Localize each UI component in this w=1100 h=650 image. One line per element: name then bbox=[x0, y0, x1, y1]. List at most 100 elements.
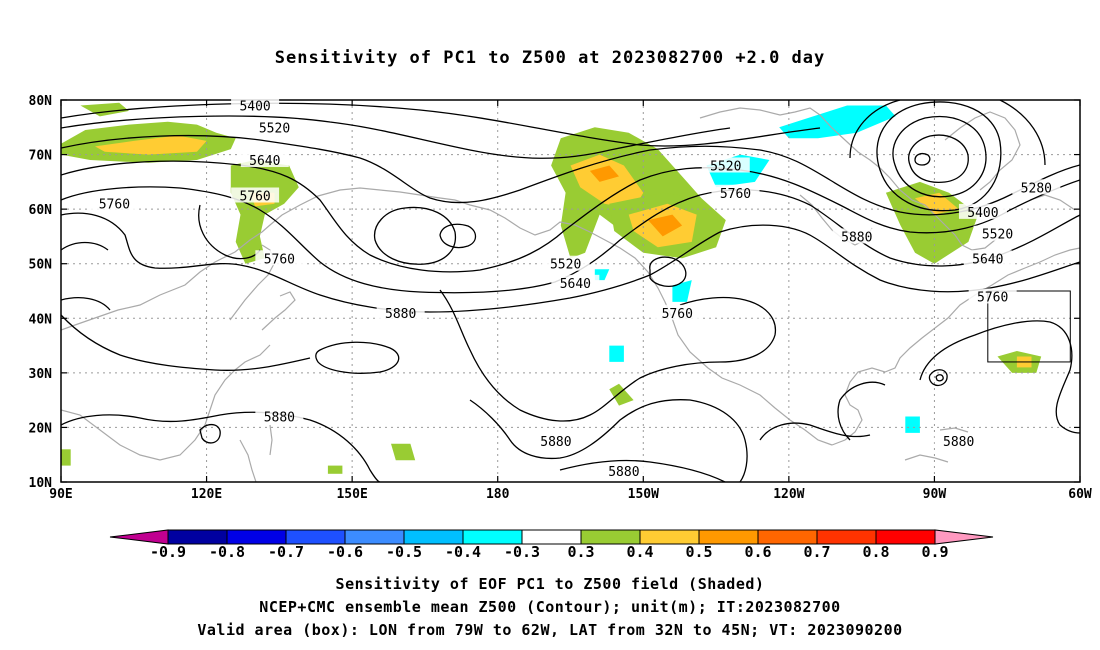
contour-label: 5880 bbox=[540, 435, 571, 450]
contour-label: 5520 bbox=[259, 121, 290, 136]
map-title: Sensitivity of PC1 to Z500 at 2023082700… bbox=[274, 48, 826, 68]
colorbar-label: -0.9 bbox=[150, 543, 186, 561]
contour-label-bg bbox=[973, 225, 1022, 241]
colorbar-swatch bbox=[816, 529, 877, 545]
colorbar-label: 0.7 bbox=[803, 543, 830, 561]
contour-label: 5760 bbox=[720, 187, 751, 202]
colorbar-swatch bbox=[226, 529, 287, 545]
colorbar-swatch bbox=[462, 529, 523, 545]
colorbar-swatch bbox=[757, 529, 818, 545]
contour-label-bg bbox=[240, 152, 289, 168]
contour-label-bg bbox=[231, 187, 280, 203]
contour-label: 5760 bbox=[239, 190, 270, 205]
lat-tick-label: 80N bbox=[29, 94, 53, 109]
contour-label-bg bbox=[711, 184, 760, 200]
contour-label-layer: 5400 5520 5640 5760 5760 5760 5520 5640 5520 5760… bbox=[90, 97, 1061, 480]
colorbar-swatch bbox=[285, 529, 346, 545]
colorbar-swatch bbox=[521, 529, 582, 545]
contour-label-bg bbox=[963, 250, 1012, 266]
colorbar-swatch bbox=[639, 529, 700, 545]
contour-label-bg bbox=[832, 228, 881, 244]
contour-label-bg bbox=[376, 304, 425, 320]
contour-label-bg bbox=[653, 304, 702, 320]
colorbar-label: 0.8 bbox=[862, 543, 889, 561]
contour-label: 5400 bbox=[239, 99, 270, 114]
colorbar-label: -0.4 bbox=[445, 543, 481, 561]
colorbar-label: -0.8 bbox=[209, 543, 245, 561]
valid-area-box bbox=[987, 290, 1071, 363]
contour-label-bg bbox=[968, 288, 1017, 304]
colorbar-swatch bbox=[344, 529, 405, 545]
shade-pos-siberia-north bbox=[80, 102, 129, 117]
colorbar-label: 0.3 bbox=[567, 543, 594, 561]
contour-label-bg bbox=[599, 463, 648, 479]
shade-pos-west-edge bbox=[61, 449, 71, 466]
colorbar-label: -0.7 bbox=[268, 543, 304, 561]
colorbar: -0.9 -0.8 -0.7 -0.6 -0.5 -0.4 -0.3 0.3 0.4 0.5 0.6… bbox=[109, 529, 994, 561]
lon-tick-label: 120W bbox=[773, 487, 804, 502]
lon-tick-label: 90W bbox=[923, 487, 947, 502]
shade-pos-japan-south2 bbox=[327, 465, 343, 474]
contour-label-bg bbox=[1012, 179, 1061, 195]
contour-label: 5640 bbox=[560, 277, 591, 292]
z500-contours bbox=[61, 100, 1080, 482]
lon-tick-label: 180 bbox=[486, 487, 510, 502]
shade-pos-okhotsk bbox=[230, 160, 299, 264]
contour-label: 5880 bbox=[943, 435, 974, 450]
contour-label: 5880 bbox=[264, 411, 295, 426]
lon-tick-label: 150W bbox=[628, 487, 659, 502]
contour-label-bg bbox=[701, 157, 750, 173]
colorbar-label: 0.4 bbox=[626, 543, 653, 561]
shade-pos-hudson bbox=[885, 181, 979, 264]
contour-label: 5880 bbox=[385, 307, 416, 322]
colorbar-swatch bbox=[875, 529, 936, 545]
contour-label-bg bbox=[958, 203, 1007, 219]
contour-label: 5400 bbox=[967, 206, 998, 221]
contour-label-bg bbox=[250, 119, 299, 135]
contour-label: 5520 bbox=[982, 228, 1013, 243]
lat-tick-label: 30N bbox=[29, 367, 53, 382]
contour-label-bg bbox=[90, 195, 139, 211]
contour-label-bg bbox=[231, 97, 280, 113]
contour-label: 5760 bbox=[264, 252, 295, 267]
shade-neg-mexico bbox=[905, 416, 920, 433]
colorbar-swatch bbox=[167, 529, 228, 545]
contour-label: 5760 bbox=[662, 307, 693, 322]
shade-neg-pacific3 bbox=[609, 345, 624, 362]
lon-tick-label: 90E bbox=[49, 487, 72, 502]
contour-label: 5520 bbox=[550, 258, 581, 273]
contour-label: 5640 bbox=[249, 154, 280, 169]
colorbar-label: 0.5 bbox=[685, 543, 712, 561]
contour-label-bg bbox=[255, 250, 304, 266]
contour-label: 5760 bbox=[977, 290, 1008, 305]
contour-label-bg bbox=[531, 433, 580, 449]
shade-pos-bering-core bbox=[570, 154, 644, 210]
contour-label: 5280 bbox=[1021, 181, 1052, 196]
colorbar-label: 0.6 bbox=[744, 543, 771, 561]
colorbar-low-triangle bbox=[109, 529, 169, 545]
colorbar-swatch bbox=[580, 529, 641, 545]
colorbar-label: -0.6 bbox=[327, 543, 363, 561]
colorbar-swatch bbox=[403, 529, 464, 545]
map-frame bbox=[60, 99, 1081, 483]
contour-label: 5880 bbox=[608, 465, 639, 480]
lat-tick-label: 60N bbox=[29, 203, 53, 218]
shade-pos-japan-south bbox=[391, 443, 416, 461]
colorbar-swatch bbox=[698, 529, 759, 545]
shade-pos-bering-peak bbox=[589, 165, 619, 182]
lat-tick-label: 40N bbox=[29, 312, 53, 327]
shade-pos-gulf-alaska-peak bbox=[648, 214, 683, 237]
shade-neg-atlantic bbox=[1080, 378, 1099, 389]
colorbar-label: -0.5 bbox=[386, 543, 422, 561]
lon-tick-label: 150E bbox=[336, 487, 367, 502]
shade-neg-pacific1 bbox=[672, 280, 692, 302]
contour-label: 5640 bbox=[972, 252, 1003, 267]
lat-tick-label: 20N bbox=[29, 421, 53, 436]
caption-line-3: Valid area (box): LON from 79W to 62W, L… bbox=[197, 621, 903, 639]
valid-area-box-layer bbox=[987, 290, 1071, 363]
colorbar-high-triangle bbox=[934, 529, 994, 545]
contour-label-bg bbox=[255, 408, 304, 424]
caption-line-2: NCEP+CMC ensemble mean Z500 (Contour); u… bbox=[259, 598, 841, 616]
